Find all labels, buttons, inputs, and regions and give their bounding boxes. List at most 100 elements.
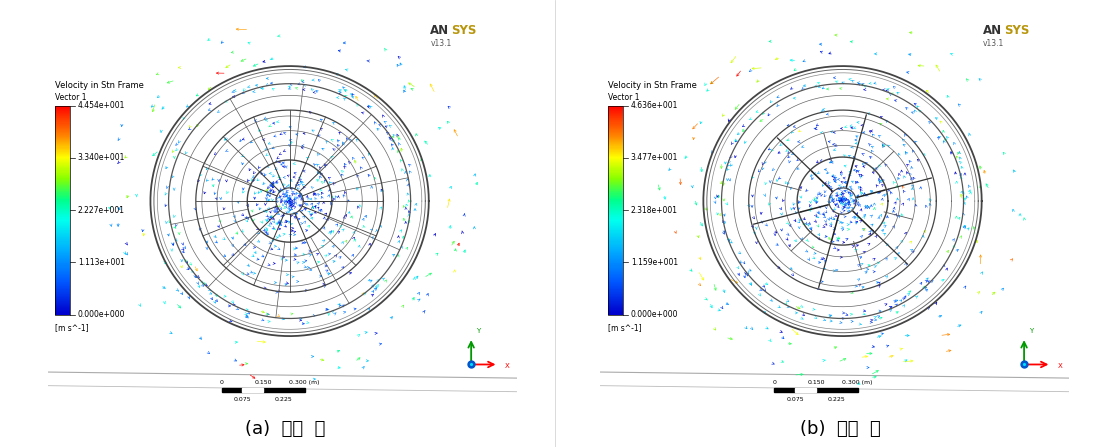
- Bar: [55, 128, 70, 129]
- Bar: [608, 157, 623, 158]
- Bar: [608, 109, 623, 110]
- Bar: [608, 177, 623, 178]
- Bar: [608, 195, 623, 197]
- Bar: [608, 266, 623, 268]
- Bar: [55, 179, 70, 180]
- Bar: [55, 229, 70, 230]
- Bar: [608, 278, 623, 279]
- Bar: [55, 282, 70, 283]
- Bar: [608, 106, 623, 315]
- Bar: [608, 241, 623, 243]
- Bar: [55, 305, 70, 306]
- Bar: [608, 255, 623, 256]
- Bar: [55, 294, 70, 295]
- Bar: [55, 246, 70, 247]
- Bar: [608, 140, 623, 141]
- Bar: [55, 226, 70, 227]
- Bar: [608, 260, 623, 261]
- Bar: [608, 206, 623, 207]
- Text: AN: AN: [983, 24, 1002, 37]
- Bar: [55, 298, 70, 299]
- Bar: [608, 252, 623, 253]
- Bar: [608, 128, 623, 129]
- Bar: [55, 306, 70, 307]
- Bar: [608, 194, 623, 195]
- Bar: [55, 212, 70, 213]
- Bar: [608, 221, 623, 222]
- Bar: [55, 308, 70, 309]
- Text: X: X: [1058, 363, 1062, 368]
- Text: Velocity in Stn Frame: Velocity in Stn Frame: [55, 80, 144, 89]
- Bar: [608, 162, 623, 163]
- Bar: [608, 254, 623, 255]
- Bar: [608, 281, 623, 282]
- Bar: [608, 226, 623, 227]
- Bar: [608, 268, 623, 269]
- Bar: [55, 205, 70, 206]
- Bar: [55, 299, 70, 300]
- Bar: [608, 298, 623, 299]
- Bar: [55, 221, 70, 222]
- Bar: [608, 130, 623, 131]
- Bar: [55, 251, 70, 252]
- Bar: [608, 213, 623, 214]
- Bar: [608, 232, 623, 233]
- Bar: [55, 250, 70, 251]
- Bar: [608, 302, 623, 303]
- Bar: [55, 291, 70, 293]
- Bar: [55, 164, 70, 165]
- Bar: [55, 210, 70, 211]
- Bar: [55, 265, 70, 266]
- Bar: [55, 106, 70, 107]
- Bar: [55, 276, 70, 277]
- Bar: [55, 130, 70, 131]
- Bar: [55, 279, 70, 280]
- Text: 4.454e+001: 4.454e+001: [78, 101, 125, 110]
- Bar: [55, 184, 70, 185]
- Bar: [608, 143, 623, 144]
- Bar: [608, 256, 623, 257]
- Bar: [55, 178, 70, 179]
- Bar: [608, 250, 623, 251]
- Text: 0: 0: [773, 380, 776, 385]
- Bar: [55, 173, 70, 175]
- Bar: [608, 230, 623, 231]
- Bar: [55, 109, 70, 110]
- Bar: [608, 287, 623, 288]
- Bar: [55, 258, 70, 259]
- Bar: [55, 144, 70, 145]
- Bar: [608, 304, 623, 305]
- Bar: [608, 225, 623, 226]
- Bar: [608, 218, 623, 219]
- Bar: [608, 191, 623, 192]
- Bar: [55, 154, 70, 155]
- Bar: [55, 135, 70, 136]
- Bar: [608, 294, 623, 295]
- Bar: [608, 223, 623, 224]
- Bar: [608, 170, 623, 172]
- Bar: [608, 208, 623, 209]
- Bar: [55, 129, 70, 130]
- Bar: [608, 296, 623, 297]
- Bar: [55, 218, 70, 219]
- Bar: [55, 270, 70, 271]
- Bar: [608, 187, 623, 188]
- Text: 0: 0: [220, 380, 223, 385]
- Bar: [55, 155, 70, 156]
- Bar: [608, 303, 623, 304]
- Bar: [55, 160, 70, 161]
- Bar: [608, 178, 623, 179]
- Bar: [55, 243, 70, 244]
- Bar: [55, 296, 70, 297]
- Bar: [608, 200, 623, 201]
- Bar: [55, 151, 70, 152]
- Bar: [608, 139, 623, 140]
- Bar: [55, 117, 70, 118]
- Bar: [608, 183, 623, 184]
- Bar: [55, 201, 70, 202]
- Bar: [55, 152, 70, 153]
- Bar: [55, 272, 70, 273]
- Bar: [55, 302, 70, 303]
- Bar: [608, 283, 623, 284]
- Bar: [55, 106, 70, 315]
